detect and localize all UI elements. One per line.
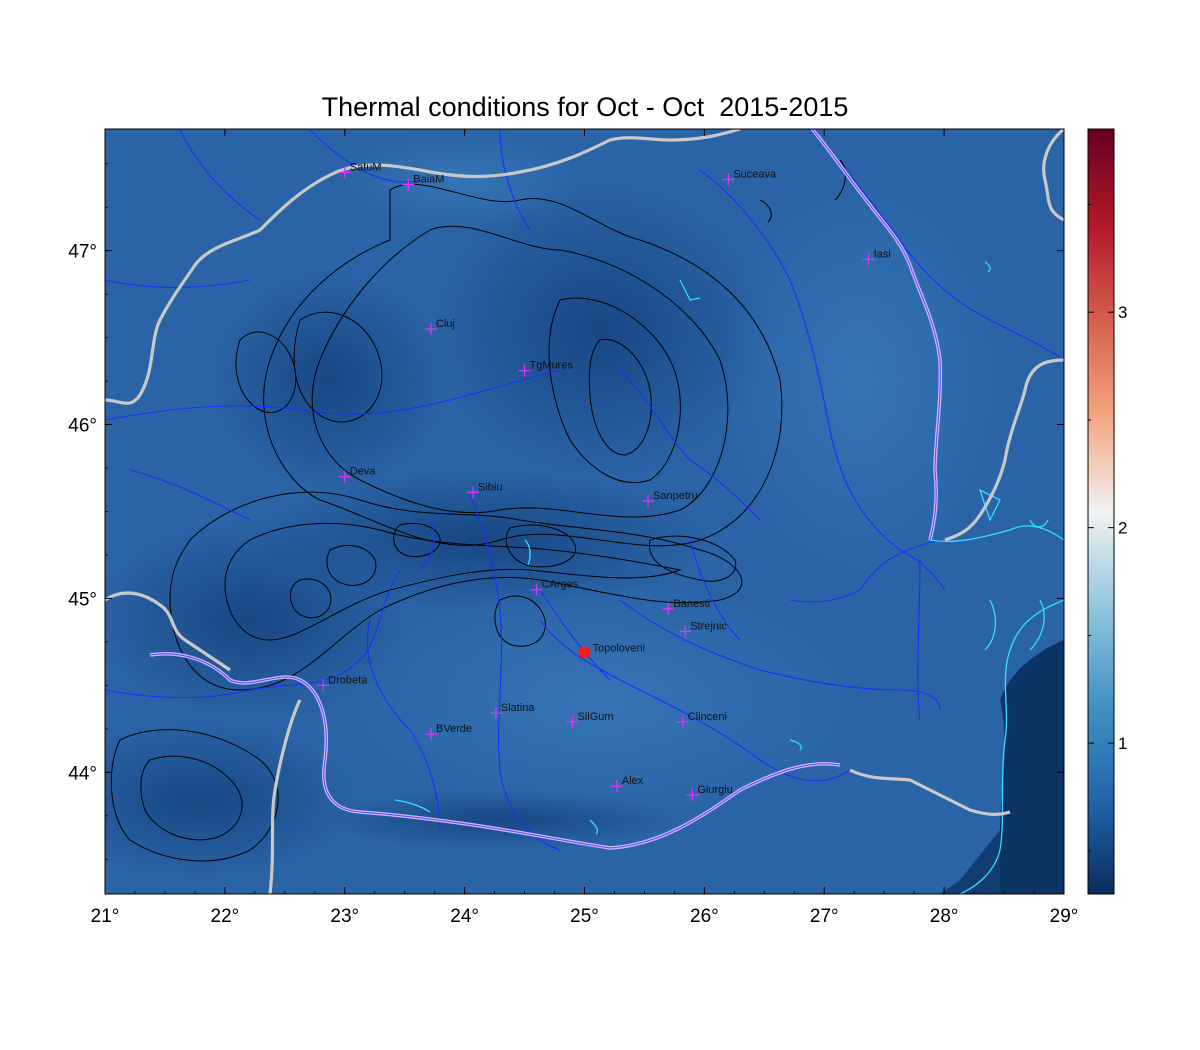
city-label: Sibiu [478, 481, 502, 493]
city-label: CArges [542, 579, 579, 591]
city-label: BaiaM [413, 174, 444, 186]
x-tick-label: 27° [810, 906, 839, 927]
x-tick-label: 22° [211, 906, 240, 927]
city-marker-sanpetru: Sanpetru [642, 490, 698, 508]
colorbar-tick-label: 1 [1118, 734, 1127, 753]
x-tick-label: 26° [690, 906, 719, 927]
city-label: Suceava [733, 168, 777, 180]
y-tick-label: 46° [68, 416, 97, 437]
city-label: Clinceni [688, 711, 727, 723]
rivers [105, 129, 1064, 851]
city-label: Banesti [673, 598, 710, 610]
y-tick-label: 44° [68, 763, 97, 784]
x-tick-label: 28° [930, 906, 959, 927]
temperature-field: SatuM BaiaM Suceava Iasi Cluj TgMures Deva Sibi… [105, 129, 1064, 894]
y-tick-label: 47° [68, 242, 97, 263]
city-marker-drobeta: Drobeta [317, 674, 368, 692]
city-label: Slatina [501, 702, 536, 714]
city-label: Alex [622, 775, 644, 787]
city-label: Cluj [436, 318, 455, 330]
city-marker-tgmures: TgMures [518, 360, 574, 377]
city-label: Drobeta [328, 674, 368, 686]
city-label: SatuM [350, 161, 382, 173]
city-marker-cluj: Cluj [425, 318, 455, 335]
city-label: Deva [350, 466, 377, 478]
city-label: Strejnic [690, 620, 727, 632]
city-marker-iasi: Iasi [862, 248, 891, 266]
city-marker-satum: SatuM [338, 161, 382, 179]
x-tick-label: 25° [570, 906, 599, 927]
lakes-and-coast [394, 261, 1064, 894]
colorbar-tick-label: 2 [1118, 519, 1127, 538]
city-label: TgMures [530, 360, 574, 372]
city-marker-giurgiu: Giurgiu [686, 784, 733, 801]
x-tick-label: 29° [1050, 906, 1079, 927]
y-tick-label: 45° [68, 589, 97, 610]
city-marker-deva: Deva [338, 466, 377, 483]
city-marker-silgum: SilGum [566, 711, 614, 728]
colorbar-tick-label: 3 [1118, 303, 1127, 322]
highlight-point-dot [578, 646, 591, 659]
colorbar: 1 2 3 [1087, 128, 1127, 895]
city-marker-sibiu: Sibiu [467, 481, 502, 499]
city-marker-slatina: Slatina [489, 702, 536, 720]
city-label: Sanpetru [653, 490, 698, 502]
danube-river [149, 129, 943, 850]
city-marker-alex: Alex [610, 775, 644, 793]
highlight-point-layer: Topoloveni [578, 642, 646, 659]
city-marker-clinceni: Clinceni [676, 711, 727, 728]
city-label: Iasi [874, 248, 891, 260]
city-label: BVerde [436, 723, 472, 735]
x-tick-label: 21° [91, 906, 120, 927]
city-label: SilGum [578, 711, 614, 723]
x-tick-label: 23° [330, 906, 359, 927]
city-marker-banesti: Banesti [662, 598, 710, 615]
city-marker-bverde: BVerde [425, 723, 472, 741]
country-borders [105, 129, 1064, 894]
map-title: Thermal conditions for Oct - Oct 2015-20… [321, 92, 849, 122]
city-label: Giurgiu [697, 784, 732, 796]
city-marker-strejnic: Strejnic [679, 620, 727, 638]
city-marker-baiam: BaiaM [402, 174, 444, 191]
x-tick-label: 24° [450, 906, 479, 927]
highlight-point-label: Topoloveni [593, 642, 646, 654]
city-markers: SatuM BaiaM Suceava Iasi Cluj TgMures Deva Sibi… [317, 161, 891, 801]
city-marker-suceava: Suceava [722, 168, 777, 186]
map-axes: 21° 22° 23° 24° 25° 26° 27° 28° 29° 44° 45° 46° 47° [68, 129, 1078, 927]
city-marker-carges: CArges [530, 579, 579, 596]
